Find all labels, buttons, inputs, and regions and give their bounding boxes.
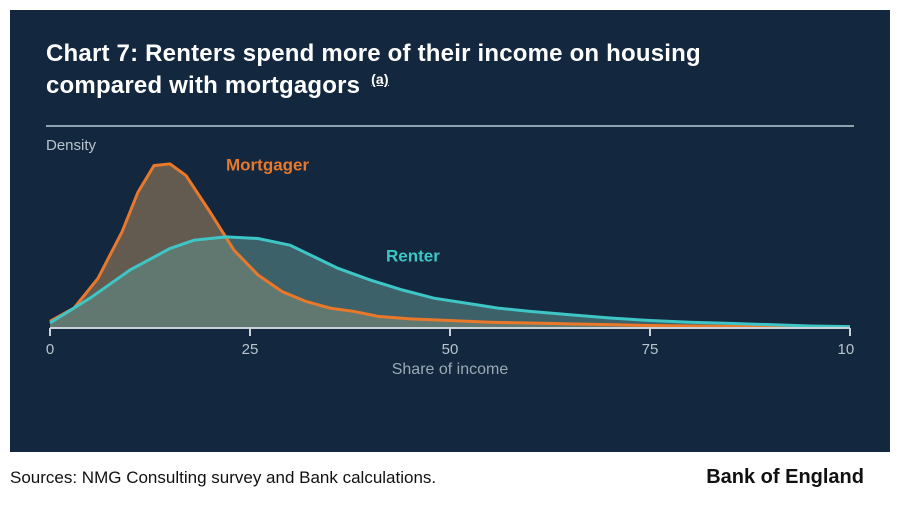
x-tick-label: 0 — [46, 341, 54, 358]
x-tick-label: 25 — [242, 341, 259, 358]
footer: Sources: NMG Consulting survey and Bank … — [10, 466, 890, 489]
x-tick-label: 100 — [837, 341, 854, 358]
chart-title-line1: Chart 7: Renters spend more of their inc… — [46, 40, 701, 67]
series-label-renter: Renter — [386, 246, 440, 265]
x-axis-title: Share of income — [392, 361, 509, 378]
chart-panel: Chart 7: Renters spend more of their inc… — [10, 10, 890, 452]
x-tick-label: 50 — [442, 341, 459, 358]
brand-text: Bank of England — [706, 466, 890, 489]
plot-area: 0 25 50 75 100 Share of income Mortgager Renter — [46, 150, 854, 380]
chart-title-line2: compared with mortgagors — [46, 72, 360, 99]
series-label-mortgager: Mortgager — [226, 155, 310, 174]
sources-text: Sources: NMG Consulting survey and Bank … — [10, 468, 436, 488]
title-rule — [46, 125, 854, 127]
series-area-renter — [50, 237, 850, 328]
chart-title-note: (a) — [371, 71, 389, 87]
chart-svg: 0 25 50 75 100 Share of income Mortgager Renter — [46, 150, 854, 380]
chart-title: Chart 7: Renters spend more of their inc… — [46, 38, 854, 103]
x-tick-label: 75 — [642, 341, 659, 358]
